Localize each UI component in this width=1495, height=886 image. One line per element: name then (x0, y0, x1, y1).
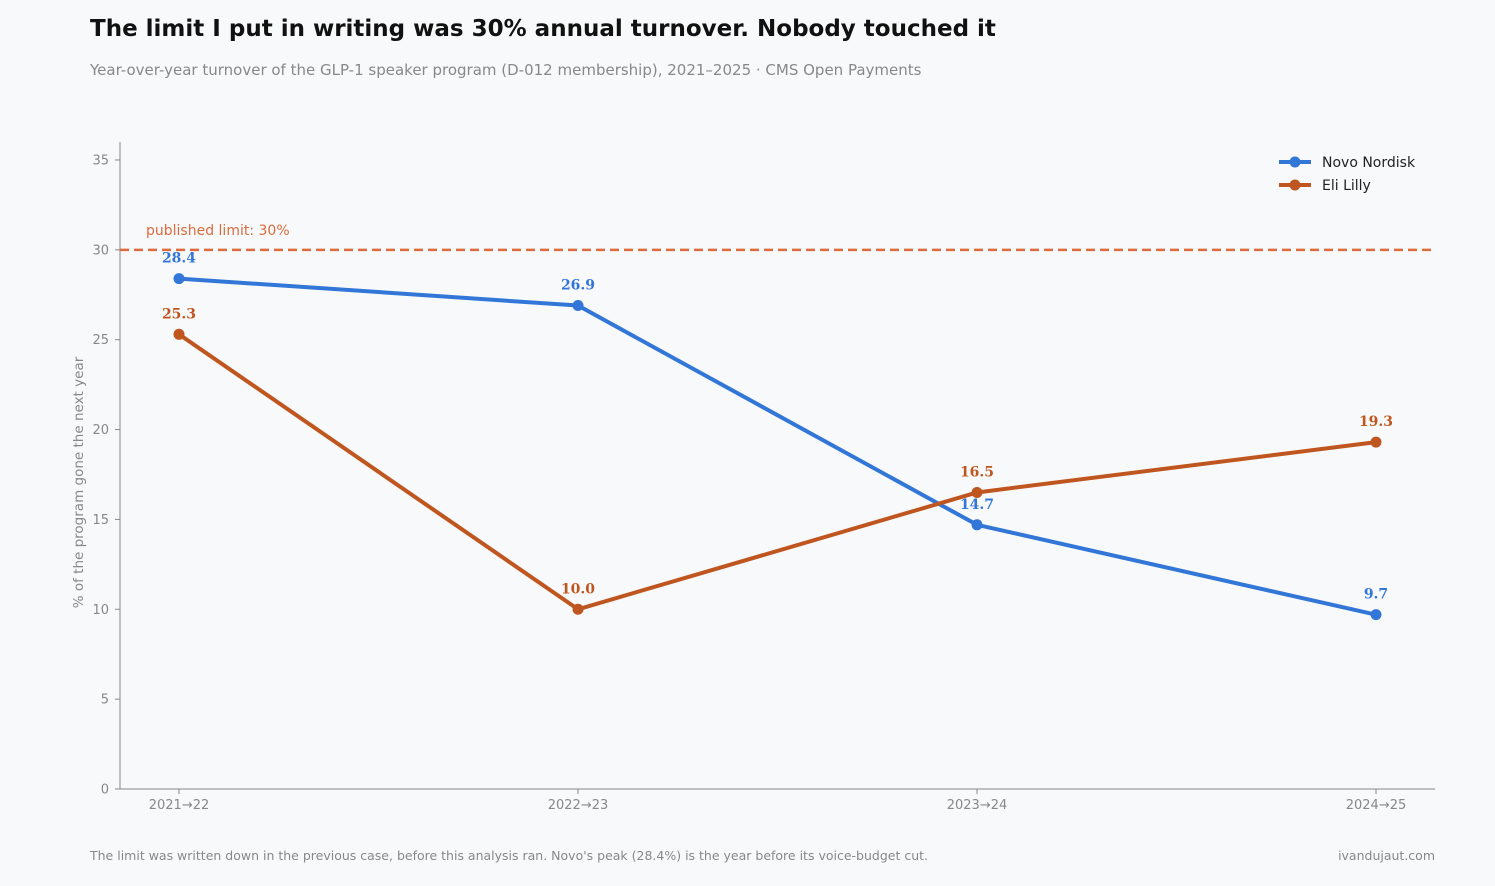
data-point[interactable] (1370, 609, 1382, 621)
axes: 0 5 10 15 20 25 30 35 2021→22 2022→23 2023→24 2024→… (71, 142, 1435, 813)
chart-title: The limit I put in writing was 30% annua… (90, 16, 996, 42)
data-point[interactable] (572, 603, 584, 615)
series-line (177, 332, 1378, 612)
data-point[interactable] (572, 300, 584, 312)
y-tick-label: 10 (92, 603, 109, 618)
legend-label: Novo Nordisk (1322, 155, 1416, 171)
data-label: 19.3 (1359, 414, 1393, 430)
data-point[interactable] (971, 519, 983, 531)
legend: Novo Nordisk Eli Lilly (1279, 155, 1416, 194)
data-point[interactable] (1370, 436, 1382, 448)
y-tick-label: 0 (101, 783, 109, 798)
y-axis-title: % of the program gone the next year (71, 356, 87, 608)
series-group (173, 273, 1382, 621)
data-label: 28.4 (162, 251, 196, 267)
y-tick-label: 5 (101, 693, 109, 708)
data-label: 14.7 (960, 497, 994, 513)
y-tick-label: 35 (92, 153, 109, 168)
data-label: 26.9 (561, 278, 595, 294)
legend-marker (1289, 156, 1301, 168)
chart-subtitle: Year-over-year turnover of the GLP-1 spe… (90, 61, 922, 79)
data-point[interactable] (173, 328, 185, 340)
data-label: 9.7 (1364, 587, 1388, 603)
reference-line-label: published limit: 30% (146, 223, 290, 239)
x-tick-label: 2022→23 (548, 798, 609, 813)
y-tick-label: 25 (92, 333, 109, 348)
data-labels-group: 28.4 26.9 14.7 9.7 25.3 10.0 16.5 19.3 (162, 251, 1393, 603)
data-label: 25.3 (162, 306, 196, 322)
legend-marker (1289, 179, 1301, 191)
x-tick-label: 2021→22 (149, 798, 210, 813)
x-tick-label: 2023→24 (947, 798, 1008, 813)
x-tick-label: 2024→25 (1346, 798, 1407, 813)
y-tick-label: 15 (92, 513, 109, 528)
data-point[interactable] (173, 273, 185, 285)
credit-link[interactable]: ivandujaut.com (1338, 848, 1435, 863)
reference-line-group: published limit: 30% (120, 223, 1435, 252)
legend-label: Eli Lilly (1322, 178, 1371, 194)
data-label: 10.0 (561, 581, 595, 597)
y-tick-label: 30 (92, 243, 109, 258)
y-tick-label: 20 (92, 423, 109, 438)
footnote: The limit was written down in the previo… (90, 848, 928, 863)
data-label: 16.5 (960, 464, 994, 480)
data-point[interactable] (971, 486, 983, 498)
series-line (177, 276, 1378, 617)
